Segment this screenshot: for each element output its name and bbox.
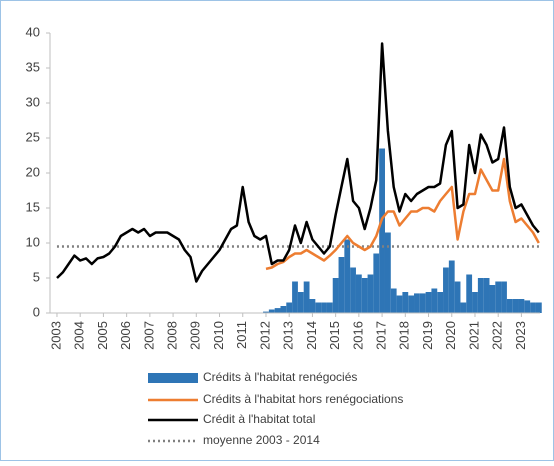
bar	[535, 302, 542, 313]
x-tick-label: 2018	[397, 321, 412, 350]
x-tick-label: 2014	[304, 321, 319, 350]
x-tick-label: 2004	[72, 321, 87, 350]
bar	[384, 232, 391, 313]
bar	[448, 260, 455, 313]
bar	[524, 300, 531, 313]
bar	[402, 292, 409, 313]
legend-swatch	[148, 373, 198, 383]
y-tick-label: 25	[26, 129, 40, 144]
x-tick-label: 2016	[350, 321, 365, 350]
y-tick-label: 10	[26, 234, 40, 249]
bar	[321, 302, 327, 313]
x-tick-label: 2008	[165, 321, 180, 350]
bar	[495, 281, 502, 313]
bar	[379, 148, 385, 313]
bar	[315, 302, 322, 313]
line	[265, 157, 540, 271]
bar	[297, 292, 304, 313]
x-tick-label: 2005	[95, 321, 110, 350]
x-tick-label: 2020	[443, 321, 458, 350]
bar	[309, 299, 316, 313]
bar	[466, 274, 473, 313]
bar	[477, 278, 484, 313]
bar	[396, 295, 403, 313]
bar	[326, 302, 333, 313]
x-tick-label: 2019	[420, 321, 435, 350]
x-tick-label: 2023	[513, 321, 528, 350]
bar	[373, 253, 380, 313]
bar	[437, 292, 444, 313]
x-tick-label: 2012	[257, 321, 272, 350]
bar	[350, 267, 356, 313]
y-tick-label: 5	[33, 269, 40, 284]
bar	[268, 309, 275, 313]
bar	[367, 274, 374, 313]
bar	[355, 274, 362, 313]
x-tick-label: 2010	[211, 321, 226, 350]
bar	[443, 267, 449, 313]
bar	[518, 299, 525, 313]
bar	[338, 257, 345, 313]
x-tick-label: 2013	[281, 321, 296, 350]
y-tick-label: 15	[26, 199, 40, 214]
bar	[303, 281, 310, 313]
x-tick-label: 2022	[490, 321, 505, 350]
bar	[425, 292, 432, 313]
y-tick-label: 20	[26, 164, 40, 179]
bar	[501, 281, 507, 313]
x-tick-label: 2015	[327, 321, 342, 350]
x-tick-label: 2007	[141, 321, 156, 350]
x-tick-label: 2011	[234, 321, 249, 349]
bar	[274, 308, 281, 313]
bar	[414, 293, 420, 313]
x-tick-label: 2021	[466, 321, 481, 350]
bar	[489, 285, 496, 313]
bar	[344, 239, 351, 313]
x-tick-label: 2009	[188, 321, 203, 350]
bar	[280, 306, 287, 313]
legend-label: Crédits à l'habitat hors renégociations	[203, 392, 403, 406]
bar	[472, 292, 478, 313]
bar	[263, 311, 269, 313]
bar	[506, 299, 513, 313]
x-tick-label: 2017	[374, 321, 389, 350]
legend-label: Crédit à l'habitat total	[203, 412, 315, 426]
y-tick-label: 40	[26, 24, 40, 39]
legend-label: Crédits à l'habitat renégociés	[203, 370, 357, 384]
bar	[512, 299, 519, 313]
bar	[286, 302, 293, 313]
bar	[361, 278, 368, 313]
legend-label: moyenne 2003 - 2014	[203, 433, 320, 447]
bar	[530, 302, 536, 313]
y-tick-label: 0	[33, 304, 40, 319]
bar	[332, 278, 339, 313]
x-tick-label: 2003	[48, 321, 63, 350]
bar	[419, 293, 426, 313]
bar	[292, 281, 298, 313]
bar	[408, 295, 415, 313]
bar	[454, 281, 461, 313]
x-tick-label: 2006	[118, 321, 133, 350]
line	[56, 42, 540, 283]
y-tick-label: 35	[26, 59, 40, 74]
bar	[431, 288, 438, 313]
bar	[483, 278, 490, 313]
bar	[390, 288, 397, 313]
y-tick-label: 30	[26, 94, 40, 109]
bar	[460, 302, 467, 313]
